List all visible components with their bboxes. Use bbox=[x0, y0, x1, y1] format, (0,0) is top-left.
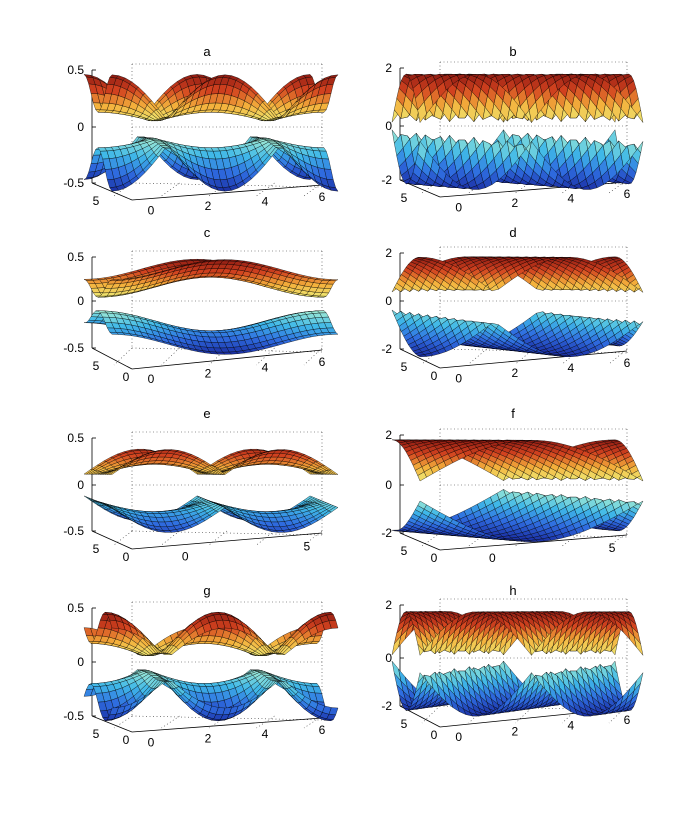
surface-lower bbox=[83, 310, 339, 355]
panel-title: b bbox=[509, 44, 516, 59]
x-tick-label: 6 bbox=[319, 355, 326, 369]
surface-upper bbox=[391, 439, 644, 482]
surface-lower bbox=[83, 136, 339, 192]
z-tick-label: 0 bbox=[385, 478, 392, 492]
x-tick-label: 6 bbox=[624, 356, 631, 370]
surface-lower bbox=[391, 129, 644, 190]
surface-lower bbox=[391, 309, 644, 357]
surface-upper bbox=[391, 256, 644, 293]
y-tick-label: 5 bbox=[93, 542, 100, 556]
z-tick-label: -2 bbox=[381, 173, 392, 187]
y-tick-label: 5 bbox=[401, 360, 408, 374]
panel-a: a 0.5 0 -0.5 0 2 4 6 5 bbox=[63, 44, 339, 218]
z-tick-label: 0 bbox=[77, 478, 84, 492]
x-tick-label: 6 bbox=[624, 187, 631, 201]
panel-d: d 2 0 -2 0 2 4 6 5 0 bbox=[381, 225, 644, 385]
z-tick-label: 0.5 bbox=[67, 63, 84, 77]
y-tick-label: 0 bbox=[123, 550, 130, 564]
panel-title: c bbox=[204, 225, 211, 240]
surface-upper bbox=[83, 449, 339, 475]
z-tick-label: -0.5 bbox=[63, 176, 84, 190]
z-tick-label: -2 bbox=[381, 526, 392, 540]
surface-upper bbox=[83, 259, 339, 298]
panel-title: g bbox=[203, 583, 210, 598]
y-tick-label: 5 bbox=[401, 544, 408, 558]
y-tick-label: 0 bbox=[431, 551, 438, 565]
x-tick-label: 0 bbox=[455, 201, 462, 215]
x-tick-label: 4 bbox=[568, 192, 575, 206]
x-tick-label: 4 bbox=[262, 361, 269, 375]
x-tick-label: 4 bbox=[568, 361, 575, 375]
x-tick-label: 5 bbox=[303, 539, 310, 553]
z-tick-label: 0 bbox=[77, 655, 84, 669]
surface-lower bbox=[83, 495, 339, 533]
y-tick-label: 5 bbox=[401, 191, 408, 205]
panel-title: f bbox=[511, 406, 515, 421]
surface-facet bbox=[328, 74, 339, 79]
x-tick-label: 2 bbox=[511, 196, 518, 210]
x-tick-label: 0 bbox=[148, 204, 155, 218]
x-tick-label: 2 bbox=[511, 366, 518, 380]
x-tick-label: 0 bbox=[455, 371, 462, 385]
x-tick-label: 2 bbox=[205, 199, 212, 213]
surface-lower bbox=[391, 489, 644, 542]
panel-c: c 0.5 0 -0.5 0 2 4 6 5 0 bbox=[63, 225, 339, 386]
panel-title: d bbox=[509, 225, 516, 240]
z-tick-label: 2 bbox=[385, 61, 392, 75]
y-tick-label: 0 bbox=[431, 369, 438, 383]
z-tick-label: 0 bbox=[385, 119, 392, 133]
z-tick-label: 2 bbox=[385, 428, 392, 442]
z-tick-label: 0.5 bbox=[67, 431, 84, 445]
y-tick-label: 0 bbox=[123, 370, 130, 384]
panel-g: g0.50-0.50 2 4 65 0 bbox=[63, 583, 339, 750]
panel-b: b 2 0 -2 0 2 4 6 5 bbox=[381, 44, 644, 215]
panel-f: f 2 0 -2 0 5 5 0 bbox=[381, 406, 644, 565]
z-tick-label: 2 bbox=[385, 246, 392, 260]
y-tick-label: 5 bbox=[93, 194, 100, 208]
x-tick-label: 6 bbox=[319, 190, 326, 204]
x-tick-label: 5 bbox=[609, 541, 616, 555]
surface-facet bbox=[328, 186, 339, 192]
z-tick-label: -2 bbox=[381, 342, 392, 356]
panel-title: a bbox=[203, 44, 211, 59]
z-tick-label: 0 bbox=[77, 120, 84, 134]
x-tick-label: 0 bbox=[148, 372, 155, 386]
y-tick-label: 5 bbox=[93, 359, 100, 373]
x-tick-label: 0 bbox=[182, 550, 189, 564]
panel-title: e bbox=[203, 406, 210, 421]
z-tick-label: -0.5 bbox=[63, 341, 84, 355]
z-tick-label: 0 bbox=[77, 294, 84, 308]
surface-upper bbox=[83, 74, 339, 121]
z-tick-label: 0 bbox=[385, 294, 392, 308]
x-tick-label: 0 bbox=[489, 551, 496, 565]
z-tick-label: 0.5 bbox=[67, 601, 84, 615]
z-tick-label: -0.5 bbox=[63, 524, 84, 538]
x-tick-label: 4 bbox=[262, 195, 269, 209]
panel-e: e 0.5 0 -0.5 0 5 5 0 bbox=[63, 406, 339, 564]
surface-upper bbox=[391, 73, 644, 123]
x-tick-label: 2 bbox=[205, 366, 212, 380]
z-tick-label: 0.5 bbox=[67, 250, 84, 264]
